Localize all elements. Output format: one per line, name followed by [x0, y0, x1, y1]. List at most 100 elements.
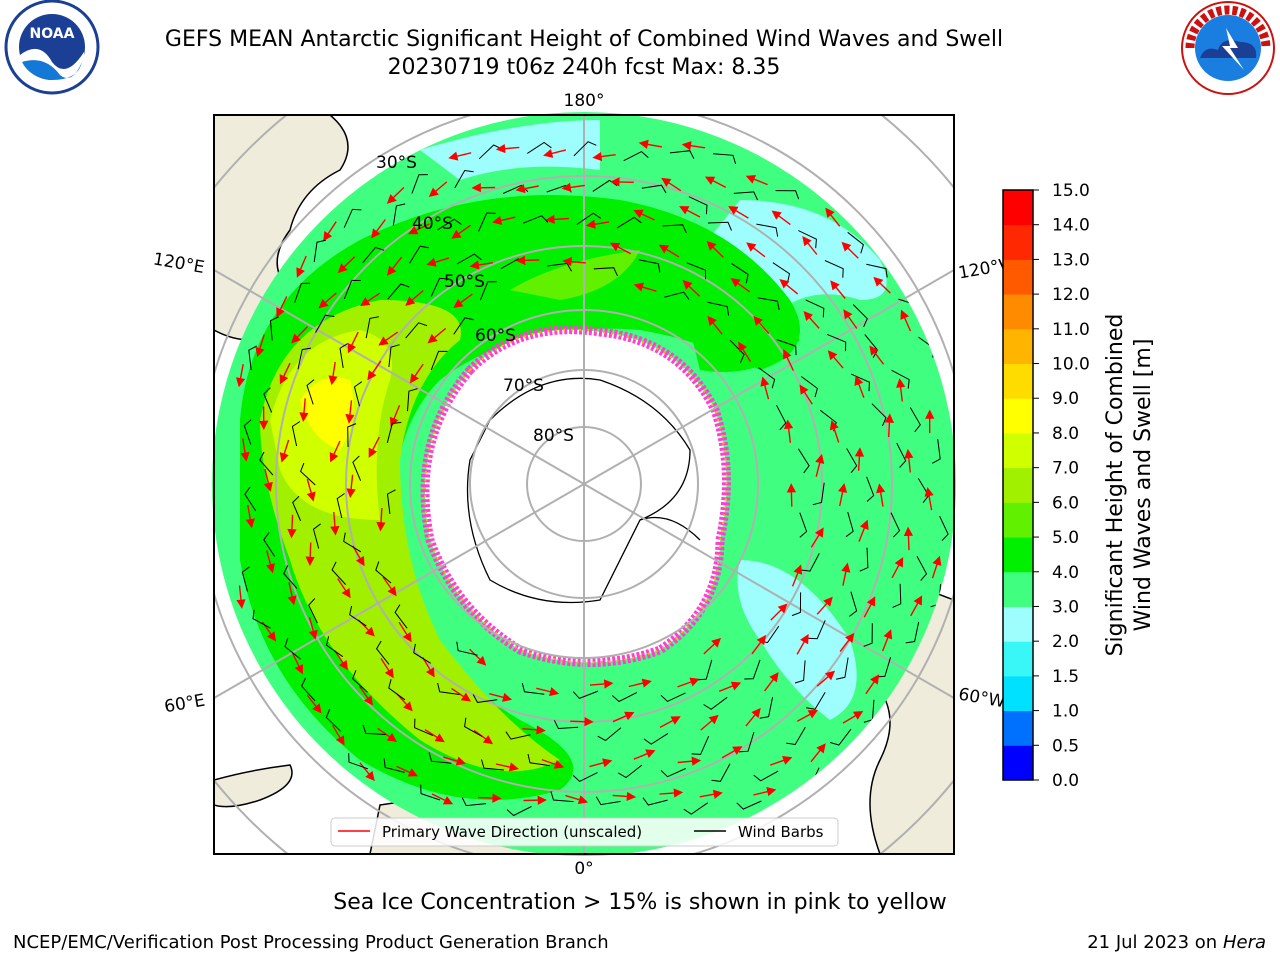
wave-arrow	[299, 398, 309, 422]
wave-arrow	[679, 206, 701, 218]
wave-arrow	[236, 585, 246, 609]
wave-arrow	[791, 564, 803, 587]
wave-arrow	[330, 511, 340, 536]
wind-barb	[707, 301, 730, 316]
wave-arrow	[810, 743, 826, 763]
wind-barb	[244, 486, 257, 512]
wind-barb	[845, 511, 854, 538]
wind-barb	[847, 231, 864, 254]
wind-barb	[331, 561, 347, 585]
wave-arrow	[896, 378, 906, 402]
chart-title-line2: 20230719 t06z 240h fcst Max: 8.35	[387, 55, 781, 80]
wind-barb	[641, 184, 667, 194]
wind-barb	[909, 407, 921, 433]
lon-label-120e: 120°E	[152, 249, 206, 278]
wave-arrow	[337, 256, 356, 274]
wind-barb	[576, 212, 601, 225]
wave-arrow	[769, 755, 793, 766]
wind-barb	[798, 230, 817, 249]
wind-barb	[691, 735, 710, 755]
wind-barb	[306, 379, 315, 405]
wave-arrow	[884, 413, 894, 438]
wave-arrow	[585, 219, 610, 229]
wind-barb	[352, 455, 362, 481]
wind-barb	[553, 720, 579, 730]
wave-arrow	[638, 139, 663, 149]
lon-label-0: 0°	[574, 859, 593, 879]
wind-barb	[353, 381, 363, 407]
wave-arrow	[541, 758, 565, 769]
legend-wave-label: Primary Wave Direction (unscaled)	[382, 823, 642, 841]
wind-barb	[300, 462, 316, 486]
wave-arrow	[409, 363, 424, 384]
wind-barb	[283, 565, 298, 589]
wind-barb	[325, 708, 341, 732]
sea-ice-note: Sea Ice Concentration > 15% is shown in …	[333, 890, 947, 915]
wind-barb	[375, 640, 390, 665]
colorbar-swatch	[1003, 675, 1033, 712]
footer-host: Hera	[1222, 932, 1266, 953]
wind-barb	[407, 388, 418, 412]
wave-arrow	[345, 400, 355, 424]
wind-barb	[662, 224, 687, 234]
wave-arrow	[334, 650, 348, 671]
wave-arrow	[478, 793, 502, 803]
wave-arrow	[245, 504, 255, 529]
lon-label-60w: 60°W	[957, 684, 1007, 712]
wave-arrow	[612, 791, 637, 801]
wave-arrow	[841, 562, 851, 586]
wind-barb	[939, 515, 949, 542]
wave-arrow	[427, 327, 447, 344]
wave-direction-arrows	[236, 139, 949, 817]
wave-arrow	[329, 440, 341, 463]
wave-arrow	[396, 765, 419, 777]
colorbar-swatch	[1003, 537, 1033, 573]
wave-arrow	[753, 315, 770, 335]
wave-arrow	[523, 795, 547, 805]
wind-barb	[472, 694, 498, 703]
wind-barb	[611, 692, 638, 703]
wave-arrow	[380, 658, 394, 679]
wave-arrow	[786, 483, 797, 507]
wave-arrow	[489, 692, 513, 702]
wave-arrow	[677, 677, 700, 688]
wind-barb	[859, 547, 869, 572]
wind-barb	[890, 512, 901, 538]
wave-arrow	[633, 749, 656, 760]
wind-barb	[259, 451, 274, 476]
wind-barb	[597, 727, 622, 742]
lat-label-80s: 80°S	[533, 426, 574, 446]
wind-barb	[846, 448, 858, 474]
wave-arrow	[659, 788, 684, 798]
wind-barb	[339, 343, 348, 368]
wave-arrow	[592, 151, 616, 162]
wave-arrow	[386, 186, 405, 204]
wave-arrow	[799, 384, 813, 405]
wind-barb	[349, 605, 367, 627]
wind-barb	[697, 659, 713, 681]
wind-barb	[572, 772, 598, 783]
wind-barb	[478, 212, 496, 232]
wave-arrow	[287, 514, 297, 539]
noaa-logo: NOAA	[4, 0, 100, 95]
colorbar-tick-label: 0.0	[1052, 771, 1079, 791]
wave-arrow	[515, 255, 540, 266]
wave-arrow	[331, 724, 345, 746]
wind-barb	[456, 641, 478, 656]
wind-barb	[308, 598, 318, 624]
wave-arrow	[347, 331, 359, 354]
wave-arrow	[658, 244, 680, 258]
wind-barb	[799, 512, 808, 538]
wave-arrow	[746, 242, 766, 258]
colorbar-tick-label: 6.0	[1052, 493, 1079, 513]
wind-barb	[405, 322, 428, 339]
wind-barb	[348, 753, 369, 770]
wind-barb	[573, 141, 597, 157]
wave-arrow	[337, 578, 351, 599]
wave-arrow	[745, 707, 761, 727]
wave-arrow	[451, 224, 472, 239]
wind-barb	[411, 174, 428, 194]
wind-barb	[527, 753, 550, 767]
colorbar-swatch	[1003, 571, 1033, 607]
wind-barb	[313, 239, 326, 263]
